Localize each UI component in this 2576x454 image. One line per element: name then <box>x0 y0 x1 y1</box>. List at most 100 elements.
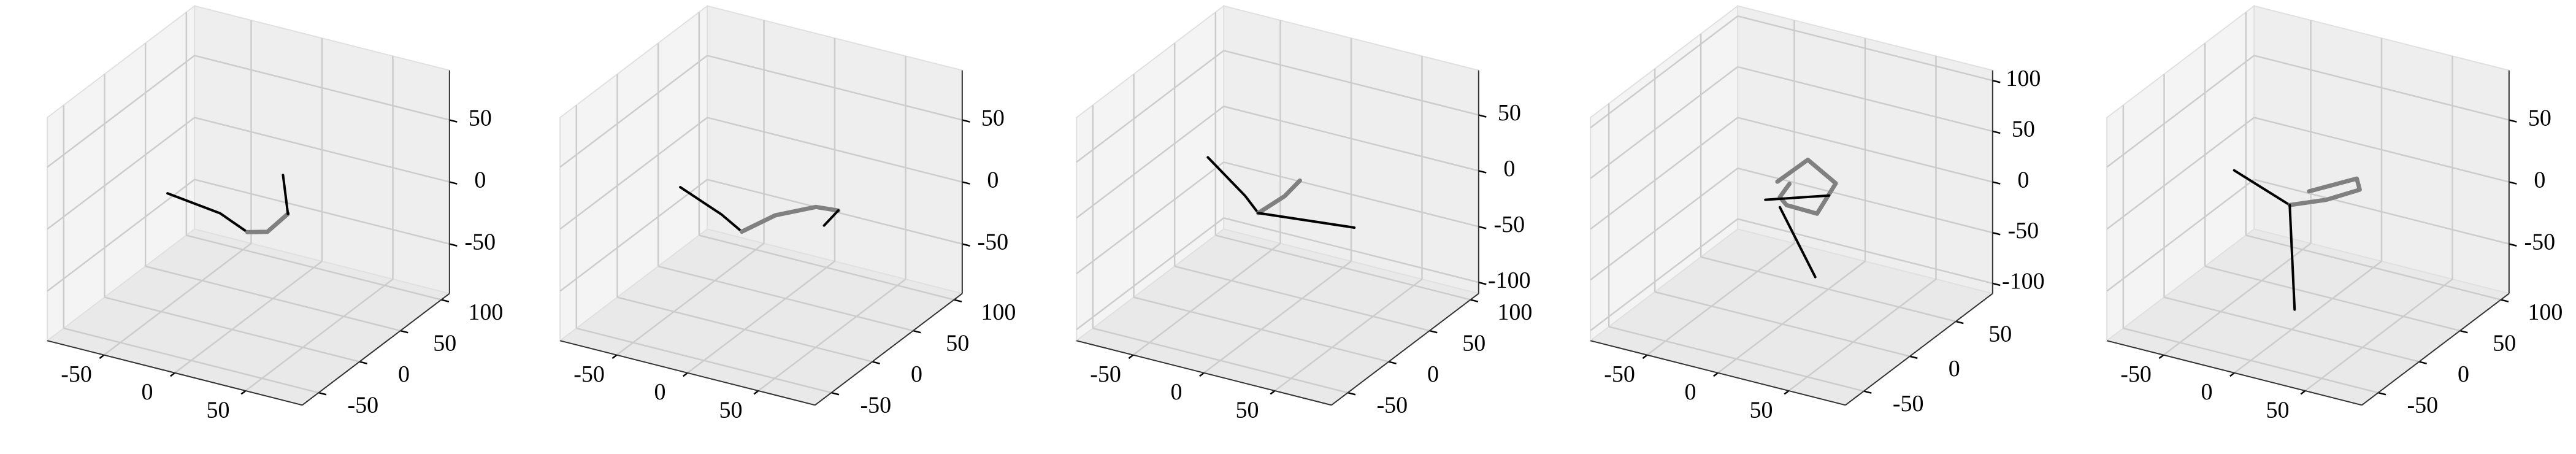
grid-line <box>1590 218 1738 331</box>
grid-line <box>1737 218 1993 285</box>
grid-line <box>174 260 323 374</box>
grid-line <box>707 117 963 183</box>
tick-mark <box>318 391 327 396</box>
grid-line <box>1174 265 1430 332</box>
grid-line <box>2106 117 2255 230</box>
tick-mark <box>683 372 688 377</box>
x-tick-label: -50 <box>61 361 92 387</box>
y-tick-label: -50 <box>1377 393 1408 418</box>
tick-mark <box>2509 243 2517 247</box>
tick-mark <box>99 354 105 360</box>
y-tick-label: -50 <box>861 393 892 418</box>
grid-line <box>1076 161 1224 275</box>
subplot: -50 0 50 -50 0 50 -100 -50 0 50 100 <box>1589 4 2045 423</box>
x-tick-label: -50 <box>2120 361 2152 387</box>
curve <box>1206 156 1260 215</box>
z-tick-label: -50 <box>1494 212 1525 237</box>
grid-line <box>617 296 873 363</box>
grid-line <box>1717 260 1866 374</box>
tick-mark <box>170 372 175 377</box>
y-tick-label: 0 <box>1427 361 1439 387</box>
curve <box>822 209 840 227</box>
y-tick-label: 0 <box>911 361 922 387</box>
x-tick-label: 0 <box>2201 379 2213 405</box>
grid-line <box>2234 260 2382 374</box>
curve <box>679 186 743 233</box>
tick-mark <box>441 299 450 302</box>
y-tick-label: 0 <box>2458 361 2469 387</box>
grid-line <box>1223 217 1479 283</box>
grid-line <box>245 279 394 391</box>
grid-line <box>1215 234 1471 301</box>
tick-mark <box>1478 282 1487 285</box>
z-tick-label: 50 <box>1498 100 1521 126</box>
tick-mark <box>1478 226 1487 229</box>
y-tick-label: -50 <box>348 393 379 418</box>
x-tick-label: 0 <box>1171 379 1183 405</box>
grid-line <box>1590 167 1738 281</box>
x-tick-label: 50 <box>2266 397 2289 423</box>
tick-mark <box>1784 390 1790 395</box>
grid-line <box>2304 279 2453 391</box>
z-tick-label: 50 <box>2012 117 2035 142</box>
tick-mark <box>2509 181 2517 185</box>
grid-line <box>576 327 832 394</box>
z-tick-label: 100 <box>2006 66 2041 91</box>
y-tick-label: 100 <box>468 299 503 325</box>
z-tick-label: -50 <box>2524 229 2556 255</box>
tick-mark <box>2501 299 2509 302</box>
grid-line <box>194 55 450 121</box>
x-tick-label: 50 <box>206 397 229 423</box>
grid-line <box>2123 327 2379 394</box>
grid-line <box>559 179 708 292</box>
grid-line <box>1274 279 1423 391</box>
subplot: -50 0 50 -50 0 50 100 -50 0 50 <box>2105 4 2563 423</box>
z-tick-label: 50 <box>2528 105 2551 131</box>
y-tick-label: 50 <box>2493 331 2516 356</box>
grid-line <box>47 179 195 292</box>
tick-mark <box>2378 391 2386 396</box>
grid-line <box>1223 106 1479 172</box>
y-axis-line <box>1845 293 1993 406</box>
subplot: -50 0 50 -50 0 50 100 -50 0 50 <box>45 4 503 423</box>
tick-mark <box>449 119 458 123</box>
grid-line <box>1700 256 1957 323</box>
z-tick-label: -50 <box>978 229 1009 255</box>
y-tick-label: 50 <box>946 331 969 356</box>
grid-line <box>559 117 708 230</box>
grid-line <box>2204 265 2461 332</box>
grid-line <box>2106 55 2255 168</box>
x-tick-label: -50 <box>1090 361 1121 387</box>
y-tick-label: 100 <box>2528 299 2563 325</box>
grid-line <box>1590 15 1738 129</box>
grid-line <box>103 242 252 356</box>
x-tick-label: -50 <box>573 361 605 387</box>
x-tick-label: 50 <box>1235 397 1259 423</box>
x-tick-label: 50 <box>1749 397 1773 423</box>
grid-line <box>2253 117 2510 183</box>
grid-line <box>63 327 319 394</box>
grid-line <box>657 265 914 332</box>
tick-mark <box>1478 114 1487 118</box>
z-tick-label: -50 <box>2008 218 2039 244</box>
grid-line <box>687 260 835 374</box>
x-axis-line <box>1076 340 1332 406</box>
grid-line <box>1076 106 1224 219</box>
grid-line <box>2253 179 2510 245</box>
grid-line <box>559 55 708 168</box>
tick-mark <box>962 243 970 247</box>
y-tick-label: 50 <box>1988 321 2012 347</box>
tick-mark <box>753 390 759 395</box>
subplot: -50 0 50 -50 0 50 100 -100 -50 0 50 <box>1075 4 1532 423</box>
grid-line <box>1737 15 1993 82</box>
grid-line <box>1737 66 1993 133</box>
y-axis-line <box>1331 293 1479 406</box>
tick-mark <box>1955 320 1964 325</box>
grid-line <box>1076 50 1224 163</box>
curve <box>1778 206 1817 279</box>
subplot: -50 0 50 -50 0 50 100 -50 0 50 <box>558 4 1016 423</box>
grid-line <box>699 234 954 301</box>
z-tick-label: -100 <box>1488 267 1531 293</box>
x-axis-line <box>1590 340 1846 406</box>
